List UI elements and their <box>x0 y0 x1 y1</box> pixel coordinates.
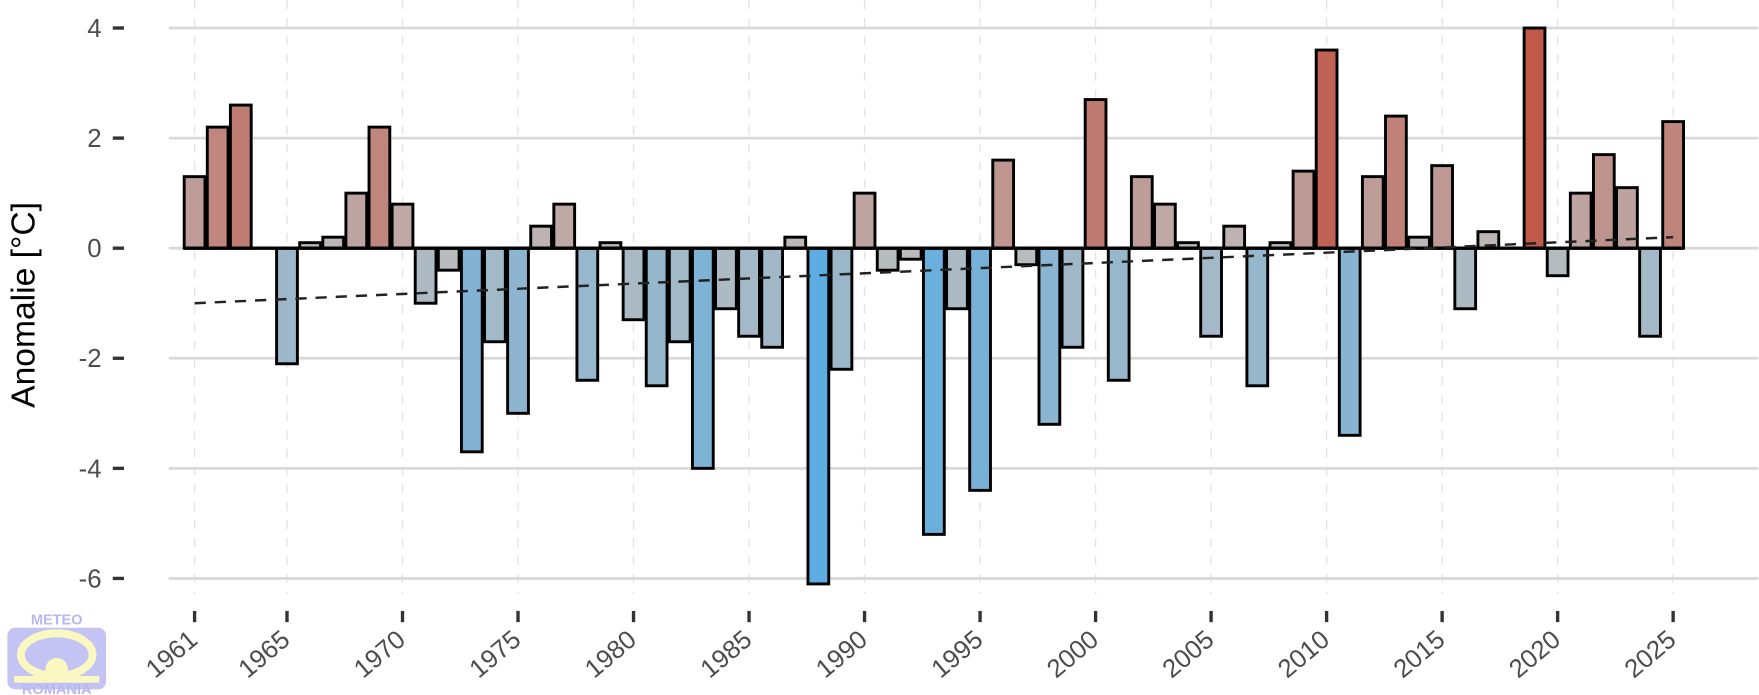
trend-line <box>194 235 1674 305</box>
x-tick-label: 1995 <box>926 625 988 683</box>
bar-1995 <box>968 246 992 492</box>
bar-1974 <box>483 246 507 344</box>
logo-text-top: METEO <box>31 612 83 628</box>
bar-1985 <box>737 246 761 338</box>
bar-2016 <box>1453 246 1478 311</box>
x-tick-label: 2010 <box>1273 625 1335 683</box>
bar-1996 <box>991 158 1016 250</box>
y-tick-label: 2 <box>87 125 101 153</box>
bar-2020 <box>1545 246 1570 278</box>
y-tick-label: -6 <box>79 565 102 593</box>
x-tick-label: 1990 <box>811 625 873 683</box>
y-tick-label: -4 <box>79 455 102 483</box>
bar-2013 <box>1384 114 1408 250</box>
bars <box>182 26 1685 586</box>
x-tick-label: 1961 <box>141 625 203 683</box>
y-tick-label: 4 <box>87 15 101 43</box>
bar-1971 <box>413 246 438 305</box>
bar-1965 <box>275 246 299 366</box>
bar-2025 <box>1661 120 1685 250</box>
y-tick-label: -2 <box>79 345 102 373</box>
bar-1975 <box>506 246 530 415</box>
x-tick-label: 1975 <box>464 625 526 683</box>
y-tick-label: 0 <box>87 235 101 263</box>
bar-1972 <box>436 246 461 272</box>
bar-1994 <box>945 246 969 311</box>
logo-base <box>14 675 100 683</box>
bar-1977 <box>552 202 577 250</box>
bar-1968 <box>344 191 369 250</box>
x-tick-label: 1985 <box>695 625 757 683</box>
bar-1970 <box>390 202 415 250</box>
bar-1981 <box>644 246 669 388</box>
bar-2019 <box>1522 26 1547 250</box>
bar-1978 <box>575 246 600 382</box>
bar-1976 <box>529 224 553 250</box>
bar-2007 <box>1245 246 1270 388</box>
x-tick-label: 2005 <box>1158 625 1220 683</box>
bar-2010 <box>1314 48 1339 250</box>
x-tick-label: 2015 <box>1389 625 1451 683</box>
bar-2003 <box>1153 202 1177 250</box>
bar-1991 <box>875 246 900 272</box>
bar-2006 <box>1222 224 1247 250</box>
x-axis: 1961 1965 1970 1975 1980 1985 1990 1995 2000 2005… <box>141 610 1682 684</box>
bar-2024 <box>1638 246 1662 338</box>
x-tick-label: 2000 <box>1042 625 1104 683</box>
y-axis: 4 2 0 -2 -4 -6 <box>79 15 124 593</box>
bar-1988 <box>806 246 831 586</box>
bar-2001 <box>1106 246 1131 382</box>
logo-text-bottom: ROMANIA <box>22 682 92 695</box>
x-tick-label: 1980 <box>580 625 642 683</box>
bar-2009 <box>1291 169 1316 250</box>
bar-1963 <box>228 103 253 250</box>
bar-1998 <box>1037 246 1062 426</box>
bar-1989 <box>829 246 854 371</box>
bar-2022 <box>1591 153 1616 250</box>
x-tick-label: 2025 <box>1620 625 1682 683</box>
bar-1969 <box>367 125 392 250</box>
bar-2002 <box>1129 175 1154 250</box>
bar-1997 <box>1014 246 1039 267</box>
bar-2015 <box>1430 164 1454 250</box>
bar-1993 <box>922 246 946 536</box>
bar-2011 <box>1337 246 1362 437</box>
x-tick-label: 1965 <box>233 625 295 683</box>
bar-1962 <box>205 125 230 250</box>
bar-2012 <box>1360 175 1385 250</box>
bar-1961 <box>182 175 207 250</box>
x-tick-label: 2020 <box>1504 625 1566 683</box>
meteo-romania-logo: METEO ROMANIA <box>7 612 107 695</box>
y-axis-title: Anomalie [°C] <box>5 202 42 408</box>
bar-1986 <box>760 246 785 349</box>
bar-1990 <box>852 191 877 250</box>
bar-2000 <box>1083 98 1108 250</box>
bar-1982 <box>667 246 692 344</box>
logo-sun <box>45 658 68 681</box>
bar-1973 <box>459 246 484 454</box>
x-tick-label: 1970 <box>349 625 411 683</box>
bar-2005 <box>1199 246 1223 338</box>
